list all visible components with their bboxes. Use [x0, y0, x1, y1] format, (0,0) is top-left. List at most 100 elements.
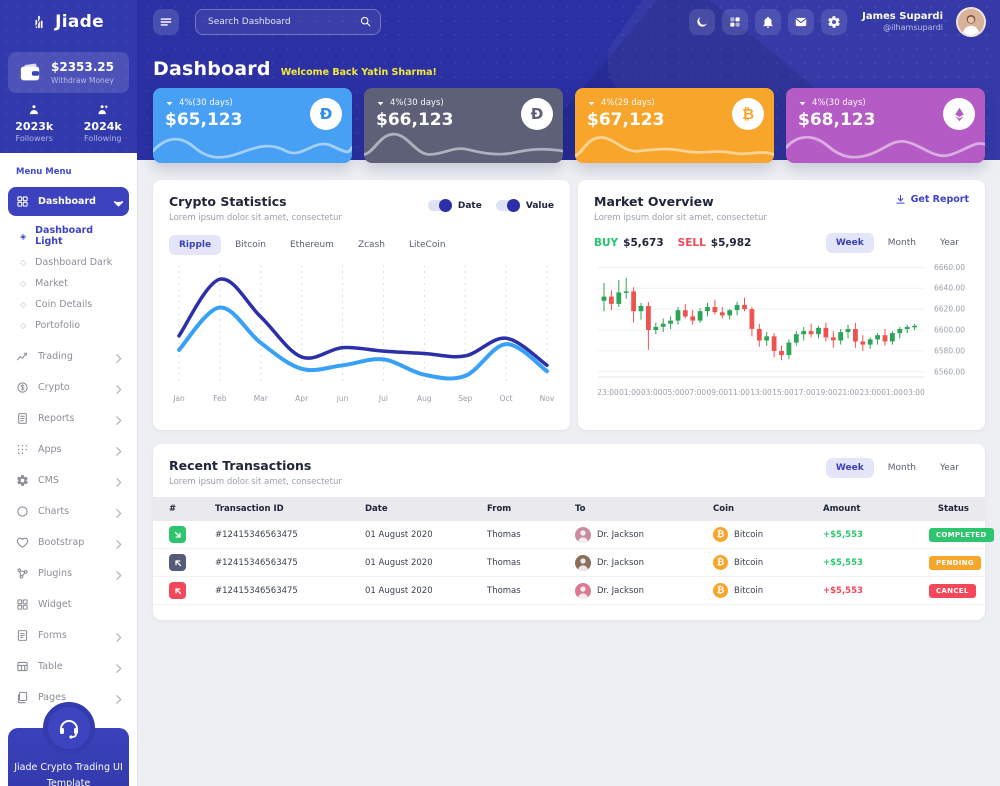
- sidebar-item-pages[interactable]: Pages: [8, 683, 129, 712]
- sidebar-item-cms[interactable]: CMS: [8, 466, 129, 495]
- sidebar-toggle-button[interactable]: [153, 9, 179, 35]
- sidebar-subitem-dashboard-light[interactable]: ◈ Dashboard Light: [20, 225, 94, 247]
- chevron-right-icon: [112, 445, 122, 456]
- sparkline: [364, 132, 563, 156]
- svg-text:15:00: 15:00: [772, 388, 794, 397]
- stat-card-value: $68,123: [798, 110, 876, 130]
- tx-tab-week[interactable]: Week: [825, 458, 874, 478]
- transactions-table-header: # Transaction ID Date From To Coin Amount Statu…: [153, 497, 985, 521]
- notifications-button[interactable]: [755, 9, 782, 35]
- person-icon: [26, 103, 42, 117]
- avatar: [575, 554, 591, 571]
- wallet-icon: [17, 62, 43, 84]
- coin-name: Bitcoin: [734, 557, 764, 568]
- svg-text:Nov: Nov: [540, 394, 554, 403]
- chevron-right-icon: [112, 507, 122, 518]
- col-header-coin: Coin: [713, 504, 735, 514]
- stat-card-3[interactable]: 4%(29 days) $67,123 ₿: [575, 88, 774, 163]
- sidebar-item-widget[interactable]: Widget: [8, 590, 129, 619]
- stat-card-value: $65,123: [165, 110, 243, 130]
- main-content: Dashboard Welcome Back Yatin Sharma! 4%(…: [137, 44, 1000, 786]
- sidebar-subitem-market[interactable]: ◇ Market: [20, 278, 68, 289]
- messages-button[interactable]: [788, 9, 815, 35]
- person-plus-icon: [95, 103, 111, 117]
- chevron-down-icon: [112, 197, 124, 207]
- avatar: [575, 582, 591, 599]
- coin-tabs: Ripple Bitcoin Ethereum Zcash LiteCoin: [169, 235, 554, 255]
- sidebar-item-reports[interactable]: Reports: [8, 404, 129, 433]
- transaction-from: Thomas: [487, 529, 521, 540]
- coin-tab-zcash[interactable]: Zcash: [357, 240, 385, 250]
- svg-text:jun: jun: [336, 394, 349, 403]
- menu-section-label: Menu Menu: [16, 167, 72, 177]
- settings-button[interactable]: [821, 9, 848, 35]
- sidebar-subitem-coin-details[interactable]: ◇ Coin Details: [20, 299, 93, 310]
- coin-tab-bitcoin[interactable]: Bitcoin: [235, 240, 266, 250]
- sidebar-item-crypto[interactable]: Crypto: [8, 373, 129, 402]
- bitcoin-icon: ₿: [713, 555, 728, 570]
- circle-icon: [16, 505, 29, 518]
- sidebar-stat-following[interactable]: 2024k Following: [69, 103, 138, 143]
- sparkline: [575, 136, 774, 158]
- toggle-date[interactable]: Date: [427, 199, 482, 212]
- coin-tab-litecoin[interactable]: LiteCoin: [408, 240, 446, 250]
- coin-tab-ripple[interactable]: Ripple: [169, 235, 222, 255]
- mail-icon: [794, 15, 808, 29]
- dollar-icon: [16, 381, 29, 394]
- tx-tab-year[interactable]: Year: [939, 463, 959, 473]
- sidebar-stat-followers[interactable]: 2023k Followers: [0, 103, 69, 143]
- tx-tab-month[interactable]: Month: [887, 463, 916, 473]
- sidebar-item-forms[interactable]: Forms: [8, 621, 129, 650]
- sidebar-subitem-portofolio[interactable]: ◇ Portofolio: [20, 320, 81, 331]
- market-tab-month[interactable]: Month: [887, 238, 916, 248]
- svg-text:Feb: Feb: [213, 394, 227, 403]
- col-header-num: #: [169, 504, 177, 514]
- sidebar-subitem-dashboard-dark[interactable]: ◇ Dashboard Dark: [20, 257, 113, 268]
- stat-card-4[interactable]: 4%(30 days) $68,123: [786, 88, 985, 163]
- crypto-stats-subtitle: Lorem ipsum dolor sit amet, consectetur: [169, 213, 342, 223]
- svg-text:03:00: 03:00: [903, 388, 925, 397]
- caret-down-icon: [376, 99, 385, 108]
- promo-card[interactable]: Jiade Crypto Trading UI Template: [8, 702, 129, 786]
- user-handle: @ilhamsupardi: [883, 23, 943, 33]
- avatar[interactable]: [956, 7, 986, 37]
- market-tab-week[interactable]: Week: [825, 233, 874, 253]
- sidebar-item-apps[interactable]: Apps: [8, 435, 129, 464]
- svg-text:Jul: Jul: [378, 394, 388, 403]
- heart-icon: [16, 536, 29, 549]
- svg-text:01:00: 01:00: [881, 388, 903, 397]
- table-row[interactable]: #12415346563475 01 August 2020 Thomas Dr…: [153, 577, 985, 605]
- stat-card-value: $66,123: [376, 110, 454, 130]
- search-input[interactable]: [195, 9, 381, 35]
- report-icon: [16, 412, 29, 425]
- get-report-link[interactable]: Get Report: [895, 194, 969, 205]
- stat-card-1[interactable]: 4%(30 days) $65,123 Đ: [153, 88, 352, 163]
- dark-mode-button[interactable]: [689, 9, 716, 35]
- bitcoin-icon: ₿: [732, 98, 764, 130]
- transaction-to: Dr. Jackson: [597, 585, 644, 596]
- sidebar-item-trading[interactable]: Trading: [8, 342, 129, 371]
- market-tab-year[interactable]: Year: [939, 238, 959, 248]
- svg-text:23:00: 23:00: [597, 388, 619, 397]
- brand-logo[interactable]: Jiade: [0, 0, 137, 44]
- svg-text:6600.00: 6600.00: [934, 326, 965, 335]
- toggle-value[interactable]: Value: [495, 199, 554, 212]
- svg-text:03:00: 03:00: [641, 388, 663, 397]
- table-row[interactable]: #12415346563475 01 August 2020 Thomas Dr…: [153, 549, 985, 577]
- coin-tab-ethereum[interactable]: Ethereum: [289, 240, 334, 250]
- wallet-card[interactable]: $2353.25 Withdraw Money: [8, 52, 129, 93]
- sidebar-item-plugins[interactable]: Plugins: [8, 559, 129, 588]
- table-row[interactable]: #12415346563475 01 August 2020 Thomas Dr…: [153, 521, 994, 549]
- sidebar-item-bootstrap[interactable]: Bootstrap: [8, 528, 129, 557]
- sidebar-item-table[interactable]: Table: [8, 652, 129, 681]
- stat-card-2[interactable]: 4%(30 days) $66,123 Đ: [364, 88, 563, 163]
- plug-icon: [16, 567, 29, 580]
- sidebar-item-charts[interactable]: Charts: [8, 497, 129, 526]
- sidebar-item-dashboard[interactable]: Dashboard: [8, 187, 129, 216]
- stat-cards-row: 4%(30 days) $65,123 Đ 4%(30 days) $66,12…: [153, 88, 985, 163]
- apps-button[interactable]: [722, 9, 749, 35]
- grid-icon: [728, 15, 742, 29]
- search-icon[interactable]: [359, 15, 372, 28]
- svg-text:Apr: Apr: [295, 394, 309, 403]
- wallet-amount: $2353.25: [51, 60, 115, 74]
